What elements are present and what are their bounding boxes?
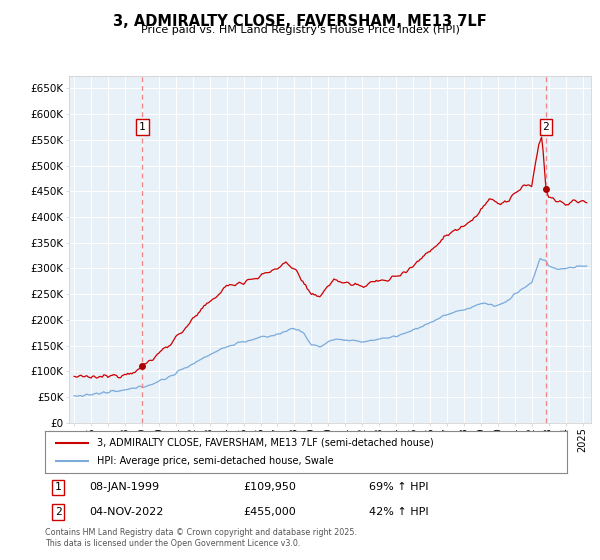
Text: Price paid vs. HM Land Registry's House Price Index (HPI): Price paid vs. HM Land Registry's House … <box>140 25 460 35</box>
Text: £455,000: £455,000 <box>244 507 296 517</box>
Text: 08-JAN-1999: 08-JAN-1999 <box>89 482 160 492</box>
Text: 2: 2 <box>542 122 549 132</box>
Text: 3, ADMIRALTY CLOSE, FAVERSHAM, ME13 7LF (semi-detached house): 3, ADMIRALTY CLOSE, FAVERSHAM, ME13 7LF … <box>97 437 434 447</box>
Text: 04-NOV-2022: 04-NOV-2022 <box>89 507 164 517</box>
Text: 1: 1 <box>55 482 61 492</box>
Text: Contains HM Land Registry data © Crown copyright and database right 2025.
This d: Contains HM Land Registry data © Crown c… <box>45 528 357 548</box>
Text: 42% ↑ HPI: 42% ↑ HPI <box>368 507 428 517</box>
Text: 3, ADMIRALTY CLOSE, FAVERSHAM, ME13 7LF: 3, ADMIRALTY CLOSE, FAVERSHAM, ME13 7LF <box>113 14 487 29</box>
Text: HPI: Average price, semi-detached house, Swale: HPI: Average price, semi-detached house,… <box>97 456 334 466</box>
Text: 1: 1 <box>139 122 146 132</box>
Text: £109,950: £109,950 <box>244 482 296 492</box>
Text: 69% ↑ HPI: 69% ↑ HPI <box>368 482 428 492</box>
Text: 2: 2 <box>55 507 61 517</box>
